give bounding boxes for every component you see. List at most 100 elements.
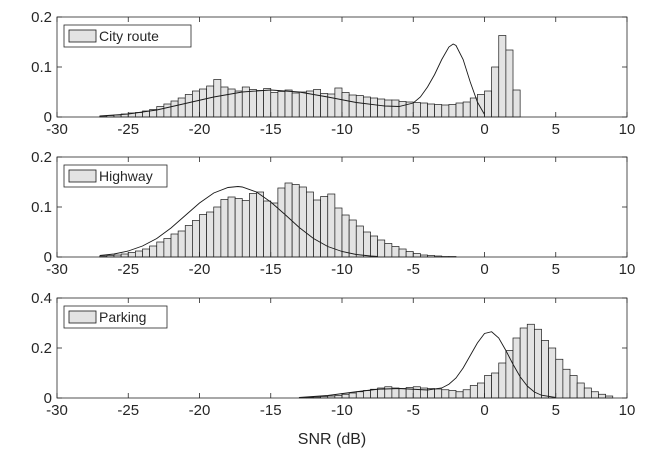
fit-curve [99,186,378,257]
histogram-bar [491,372,500,399]
x-tick-label: -25 [117,261,139,278]
subplot-2: -30 -25 -20 -15 -10 -5 0 5 10 0 0.1 0.2 Highway [31,149,635,278]
histogram-bar [484,90,492,118]
histogram-bar [256,191,264,258]
histogram-bar [370,235,378,258]
histogram-bar [163,103,172,118]
x-tick-label: 10 [619,402,636,419]
subplot-3: -30 -25 -20 -15 -10 -5 0 5 10 0 0.2 0.4 Parking [31,290,635,419]
histogram-bar [213,206,222,258]
histogram-bar [455,102,464,118]
histogram-bar [241,200,250,258]
x-tick-label: -5 [407,261,420,278]
x-tick-label: -25 [117,402,139,419]
histogram-bar [512,337,521,399]
histogram-bar [569,375,578,399]
histogram-bar [370,97,378,118]
histogram-bar [398,248,407,258]
x-tick-label: -30 [46,261,68,278]
histogram-bar [192,220,200,258]
y-tick-label: 0 [44,249,52,266]
x-tick-label: 5 [552,121,560,138]
legend-swatch [68,310,97,324]
histogram-bar [120,253,129,258]
histogram-bar [156,241,165,258]
histogram-bar [441,389,450,399]
histogram-bar [170,233,179,258]
y-tick-label: 0.2 [31,9,52,26]
x-tick-label: -10 [331,261,353,278]
histogram-bar [427,103,435,118]
histogram-bar [177,230,186,258]
histogram-bar [284,89,293,118]
y-tick-label: 0.4 [31,290,52,307]
histogram-bar [341,92,350,118]
histogram-bar [562,368,571,399]
histogram-bar [448,104,457,118]
histogram-bar [213,79,222,118]
x-tick-label: -10 [331,402,353,419]
legend-swatch [68,29,97,43]
x-tick-label: -15 [260,121,282,138]
legend-swatch [68,169,97,183]
legend: City route [63,24,192,48]
histogram-bar [384,243,393,258]
histogram-bars [298,323,614,399]
histogram-bar [398,101,407,118]
histogram-bar [355,95,364,118]
histogram-bar [377,98,386,118]
histogram-bar [363,96,371,118]
histogram-bar [277,187,286,258]
histogram-bar [541,340,549,399]
subplot-1: -30 -25 -20 -15 -10 -5 0 5 10 0 0.1 0.2 City route [31,9,635,138]
histogram-bar [199,88,207,118]
y-tick-label: 0.1 [31,199,52,216]
histogram-bar [434,388,443,399]
histogram-bar [391,387,400,399]
histogram-bar [149,245,158,258]
histogram-bar [405,251,414,258]
histogram-bar [398,388,407,399]
histogram-bar [477,382,485,399]
histogram-bar [206,211,215,258]
y-tick-label: 0 [44,390,52,407]
histogram-bar [519,327,528,399]
histogram-bar [263,88,272,118]
histogram-bar [227,196,236,258]
y-tick-label: 0.2 [31,149,52,166]
histogram-bar [462,101,471,118]
histogram-bar [363,231,371,258]
histogram-bar [377,239,386,258]
histogram-bar [370,388,378,399]
histogram-bar [277,91,286,118]
x-tick-label: -5 [407,402,420,419]
x-tick-label: -25 [117,121,139,138]
x-tick-label: -15 [260,261,282,278]
legend: Parking [63,305,168,329]
histogram-bar [306,90,314,118]
histogram-bars [99,35,521,118]
histogram-bar [170,100,179,118]
fit-curve [299,331,556,398]
y-tick-label: 0.2 [31,340,52,357]
histogram-bar [355,391,364,399]
x-tick-label: -5 [407,121,420,138]
histogram-bar [291,184,300,258]
histogram-bar [348,94,357,118]
histogram-bar [412,102,421,118]
histogram-bar [505,49,514,118]
histogram-bar [412,253,421,258]
x-tick-label: 10 [619,121,636,138]
histogram-bar [291,92,300,118]
histogram-bar [270,92,279,118]
histogram-bar [420,102,428,118]
legend-label: Parking [99,309,146,325]
histogram-bar [220,86,229,118]
x-tick-label: -30 [46,402,68,419]
x-tick-label: -10 [331,121,353,138]
histogram-bar [220,199,229,258]
histogram-bar [320,196,329,258]
histogram-bar [498,362,507,399]
